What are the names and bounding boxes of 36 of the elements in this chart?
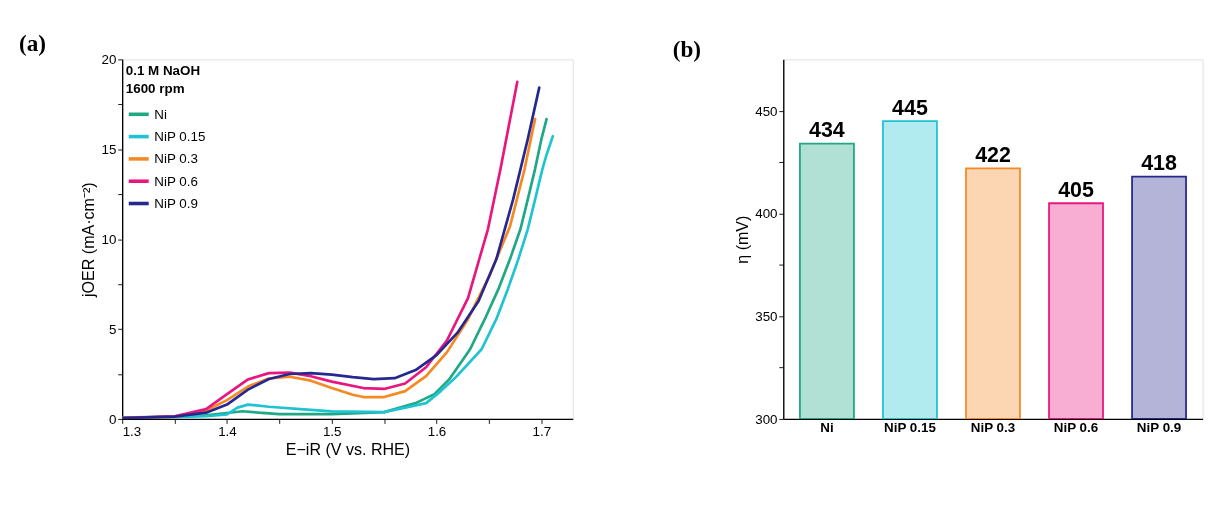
y-tick-label: 0: [108, 411, 117, 427]
y-tick-label: 350: [755, 309, 778, 325]
legend-label: NiP 0.6: [154, 173, 198, 189]
x-tick-label: 1.4: [218, 424, 238, 440]
x-tick-label: Ni: [820, 419, 834, 435]
x-tick-label: 1.7: [532, 424, 552, 440]
x-tick-label: 1.6: [427, 424, 447, 440]
x-tick-label: NiP 0.15: [884, 419, 937, 435]
data-label: 434: [809, 118, 845, 143]
y-axis-title: jOER (mA·cm⁻²): [79, 182, 98, 298]
y-tick-label: 5: [108, 321, 117, 337]
data-label: 418: [1141, 151, 1178, 176]
data-label: 445: [892, 95, 928, 120]
legend-label: Ni: [154, 106, 167, 122]
data-label: 422: [975, 143, 1011, 168]
legend-label: NiP 0.3: [154, 151, 198, 167]
chart-title: (b): [672, 35, 702, 62]
x-tick-label: 1.3: [122, 424, 142, 440]
data-label: 405: [1058, 178, 1094, 202]
x-tick-label: NiP 0.3: [970, 419, 1016, 435]
annotation: 0.1 M NaOH: [125, 62, 201, 78]
y-tick-label: 300: [755, 411, 778, 427]
y-tick-label: 450: [755, 103, 778, 119]
y-tick-label: 400: [755, 206, 778, 222]
x-tick-label: 1.5: [322, 424, 342, 440]
x-tick-label: NiP 0.6: [1053, 419, 1099, 435]
legend-label: NiP 0.9: [154, 195, 198, 211]
y-axis-title: η (mV): [733, 215, 752, 264]
y-tick-label: 20: [101, 52, 117, 68]
x-tick-label: NiP 0.9: [1136, 419, 1182, 435]
annotation: 1600 rpm: [125, 81, 185, 97]
x-axis-title: E−iR (V vs. RHE): [285, 440, 411, 459]
y-tick-label: 15: [101, 142, 117, 158]
chart-title: (a): [19, 29, 47, 56]
y-tick-label: 10: [101, 232, 117, 248]
legend-label: NiP 0.15: [154, 129, 206, 145]
